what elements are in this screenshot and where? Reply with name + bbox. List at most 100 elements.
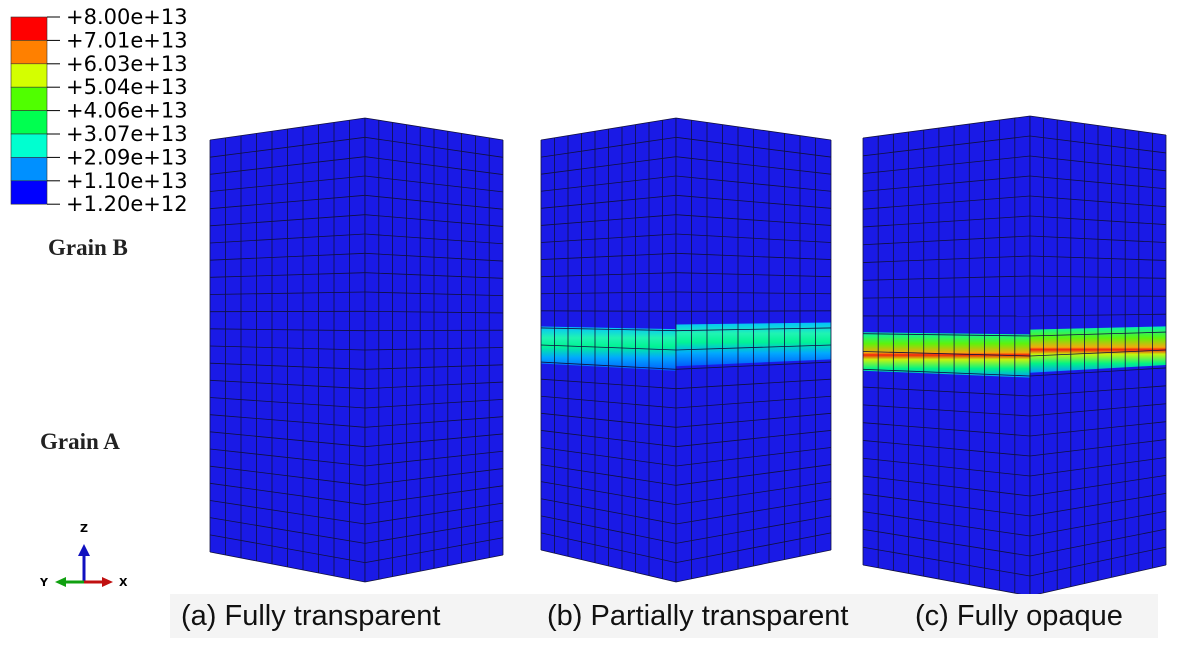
x-arrow: [102, 577, 113, 587]
mesh-line: [862, 135, 1031, 157]
mesh-line: [364, 364, 504, 370]
mesh-line: [209, 414, 366, 428]
mesh-line: [540, 430, 677, 448]
mesh-line: [364, 175, 504, 193]
mesh-line: [862, 255, 1031, 263]
mesh-line: [364, 310, 504, 314]
mesh-line: [209, 397, 366, 409]
mesh-line: [209, 448, 366, 467]
mesh-line: [1029, 528, 1167, 557]
mesh-line: [364, 233, 504, 245]
legend-label: +7.01e+13: [66, 28, 188, 52]
mesh-line: [364, 537, 504, 564]
mesh-line: [675, 412, 832, 428]
mesh-line: [364, 136, 504, 158]
mesh-line: [209, 482, 366, 506]
caption-bar: [170, 594, 1158, 638]
mesh-line: [540, 361, 677, 370]
caption: (c) Fully opaque: [915, 600, 1123, 632]
mesh-line: [540, 310, 677, 312]
y-arrow: [55, 577, 66, 587]
mesh-line: [364, 433, 504, 448]
mesh-line: [364, 214, 504, 227]
mesh-line: [675, 549, 832, 583]
blocks: [209, 115, 1167, 597]
mesh-line: [675, 291, 832, 295]
mesh-line: [364, 485, 504, 506]
caption: (a) Fully transparent: [181, 600, 441, 632]
mesh-line: [540, 233, 677, 243]
mesh-line: [862, 404, 1031, 417]
mesh-line: [675, 310, 832, 312]
legend-label: +1.10e+13: [66, 169, 188, 193]
legend-label: +8.00e+13: [66, 5, 188, 29]
mesh-line: [862, 333, 1031, 337]
mesh-line: [1029, 403, 1167, 417]
mesh-line: [675, 481, 832, 506]
mesh-line: [209, 328, 366, 332]
mesh-line: [675, 532, 832, 564]
mesh-line: [1029, 385, 1167, 397]
mesh-line: [862, 386, 1031, 397]
mesh-line: [675, 175, 832, 192]
mesh-line: [209, 252, 366, 261]
mesh-line: [540, 395, 677, 409]
legend-label: +2.09e+13: [66, 145, 188, 169]
mesh-line: [364, 398, 504, 409]
legend-swatch: [10, 40, 48, 65]
mesh-line: [1029, 135, 1167, 154]
mesh-line: [862, 368, 1031, 377]
mesh-line: [1029, 175, 1167, 190]
mesh-line: [1029, 275, 1167, 279]
mesh-line: [540, 175, 677, 192]
mesh-line: [862, 475, 1031, 497]
mesh-line: [209, 156, 366, 175]
caption: (b) Partially transparent: [547, 600, 848, 632]
mesh-line: [540, 549, 677, 583]
mesh-line: [209, 214, 366, 227]
mesh-line: [675, 515, 832, 544]
mesh-line: [1029, 215, 1167, 225]
mesh-line: [675, 378, 832, 390]
mesh-line: [675, 214, 832, 226]
z-label: Z: [80, 522, 88, 535]
mesh-line: [862, 235, 1031, 246]
mesh-line: [675, 464, 832, 486]
mesh-line: [364, 347, 504, 351]
legend: +8.00e+13+7.01e+13+6.03e+13+5.04e+13+4.0…: [10, 5, 188, 216]
mesh-line: [209, 175, 366, 192]
legend-swatch: [10, 110, 48, 135]
mesh-line: [862, 195, 1031, 210]
mesh-line: [364, 194, 504, 210]
mesh-line: [209, 517, 366, 544]
mesh-line: [1029, 331, 1167, 337]
mesh-line: [364, 291, 504, 297]
mesh-line: [1029, 313, 1167, 317]
legend-swatch: [10, 180, 48, 205]
interface-band: [863, 332, 1030, 378]
mesh-line: [540, 412, 677, 428]
mesh-line: [540, 344, 677, 351]
mesh-line: [675, 194, 832, 209]
mesh-line: [364, 450, 504, 467]
mesh-line: [675, 156, 832, 175]
mesh-line: [540, 194, 677, 209]
mesh-line: [209, 233, 366, 244]
mesh-line: [209, 291, 366, 295]
mesh-line: [209, 194, 366, 210]
legend-swatch: [10, 63, 48, 88]
mesh-line: [209, 117, 366, 141]
z-arrow: [78, 544, 90, 556]
mesh-line: [540, 117, 677, 141]
mesh-line: [540, 481, 677, 506]
mesh-line: [1029, 235, 1167, 243]
mesh-line: [364, 117, 504, 141]
axis-triad: Z Y X: [39, 522, 128, 589]
y-label: Y: [39, 576, 49, 589]
mesh-line: [540, 156, 677, 175]
mesh-line: [364, 416, 504, 428]
mesh-line: [209, 500, 366, 525]
mesh-line: [1029, 475, 1167, 497]
mesh-line: [209, 551, 366, 583]
